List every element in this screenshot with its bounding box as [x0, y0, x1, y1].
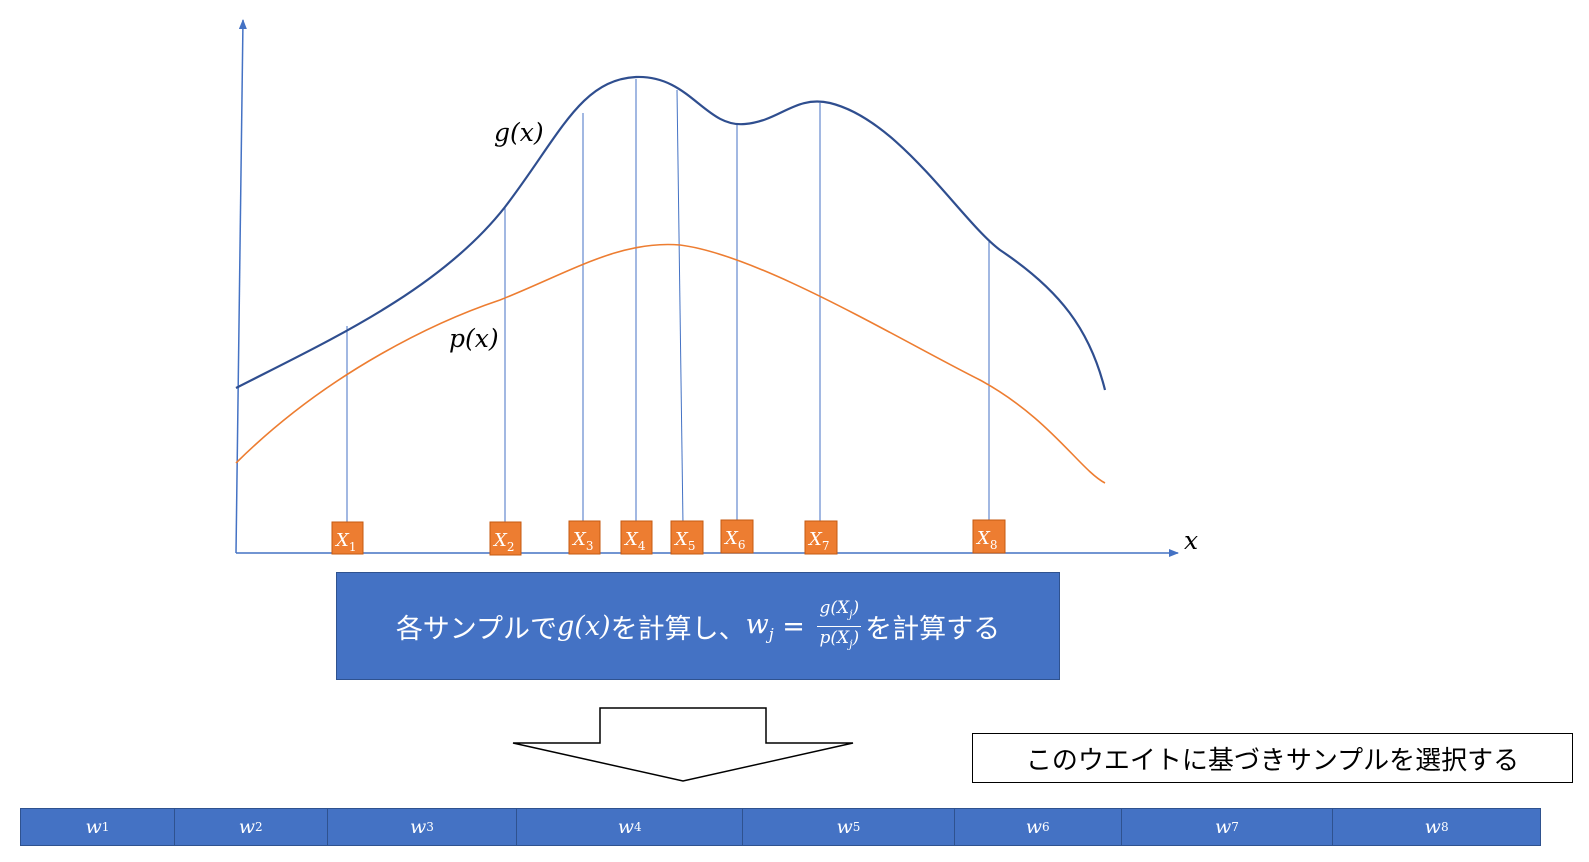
weight-label: w [1424, 816, 1441, 838]
selection-note: このウエイトに基づきサンプルを選択する [972, 733, 1573, 783]
sample-marker-2: X2 [489, 521, 522, 556]
g-curve [235, 75, 1107, 391]
sample-marker-8: X8 [972, 519, 1006, 554]
sample-marker-6: X6 [720, 519, 754, 554]
sample-subscript: 1 [349, 540, 357, 554]
weight-subscript: 1 [101, 820, 110, 834]
weight-subscript: 5 [852, 820, 861, 834]
sample-label: X [334, 530, 350, 551]
sample-marker-4: X4 [620, 520, 653, 555]
denominator-text: p(X [819, 627, 850, 648]
formula-equals: = [773, 610, 814, 642]
x-axis-label: x [1184, 526, 1198, 555]
sample-label: X [623, 529, 639, 550]
svg-text:X4: X4 [623, 529, 646, 553]
weight-label: w [1025, 816, 1042, 838]
weight-label: w [1214, 816, 1232, 838]
w-symbol: w [745, 608, 769, 640]
p-curve [235, 243, 1106, 484]
weight-subscript: 8 [1440, 820, 1449, 834]
denominator-subscript: j [849, 636, 853, 650]
sample-label: X [571, 529, 587, 550]
sample-label: X [723, 528, 739, 549]
weight-subscript: 4 [634, 820, 642, 834]
sample-marker-3: X3 [568, 520, 601, 555]
p-label: p(x) [449, 324, 499, 353]
svg-text:X7: X7 [807, 529, 829, 553]
svg-text:X6: X6 [723, 528, 745, 552]
y-axis [235, 19, 247, 554]
weight-subscript: 3 [426, 820, 434, 834]
weight-fraction: g(Xj) p(Xj) [817, 597, 862, 655]
sample-subscript: 6 [738, 538, 746, 552]
sample-subscript: 2 [507, 540, 515, 554]
formula-w-var: wj [746, 609, 774, 643]
formula-middle: を計算し、 [610, 613, 746, 645]
svg-text:X8: X8 [975, 528, 997, 552]
numerator-subscript: j [849, 607, 853, 621]
sample-subscript: 8 [990, 538, 998, 552]
sample-label: X [975, 528, 991, 549]
fraction-numerator: g(Xj) [817, 597, 862, 627]
weight-subscript: 2 [255, 820, 263, 834]
numerator-text: g(X [819, 598, 850, 619]
w-subscript: j [768, 624, 774, 644]
sample-marker-7: X7 [804, 520, 838, 555]
svg-text:X5: X5 [673, 529, 695, 553]
formula-g-expr: g(x) [557, 610, 611, 642]
fraction-denominator: p(Xj) [817, 627, 861, 655]
weight-label: w [836, 816, 853, 838]
weight-label: w [238, 816, 255, 838]
selection-note-text: このウエイトに基づきサンプルを選択する [1025, 745, 1520, 776]
sample-subscript: 3 [586, 539, 594, 553]
weight-label: w [617, 816, 634, 838]
down-arrow-icon [512, 707, 854, 782]
weight-subscript: 7 [1231, 820, 1239, 834]
sample-subscript: 7 [822, 539, 830, 553]
sample-label: X [807, 529, 823, 550]
sample-markers: X1 X2 X3 X4 X5 X6 X7 X8 [331, 519, 1006, 556]
numerator-close: ) [852, 598, 860, 619]
weight-subscript: 6 [1041, 820, 1050, 834]
formula-prefix: 各サンプルで [395, 613, 558, 645]
sample-guides [346, 79, 990, 526]
svg-text:X2: X2 [492, 530, 514, 554]
g-label: g(x) [494, 118, 544, 147]
sample-label: X [492, 530, 508, 551]
weight-formula-box: 各サンプルで g(x) を計算し、 wj = g(Xj) p(Xj) を計算する [336, 572, 1060, 680]
formula-suffix: を計算する [865, 613, 1001, 645]
svg-text:X1: X1 [334, 530, 356, 554]
weight-label: w [85, 816, 102, 838]
weight-label: w [410, 816, 427, 838]
sample-marker-1: X1 [331, 521, 364, 555]
guide-line-5 [676, 89, 684, 526]
sample-label: X [673, 529, 689, 550]
sample-subscript: 5 [688, 539, 696, 553]
sample-marker-5: X5 [670, 520, 704, 555]
sample-subscript: 4 [638, 539, 646, 553]
denominator-close: ) [852, 627, 860, 648]
svg-text:X3: X3 [571, 529, 593, 553]
